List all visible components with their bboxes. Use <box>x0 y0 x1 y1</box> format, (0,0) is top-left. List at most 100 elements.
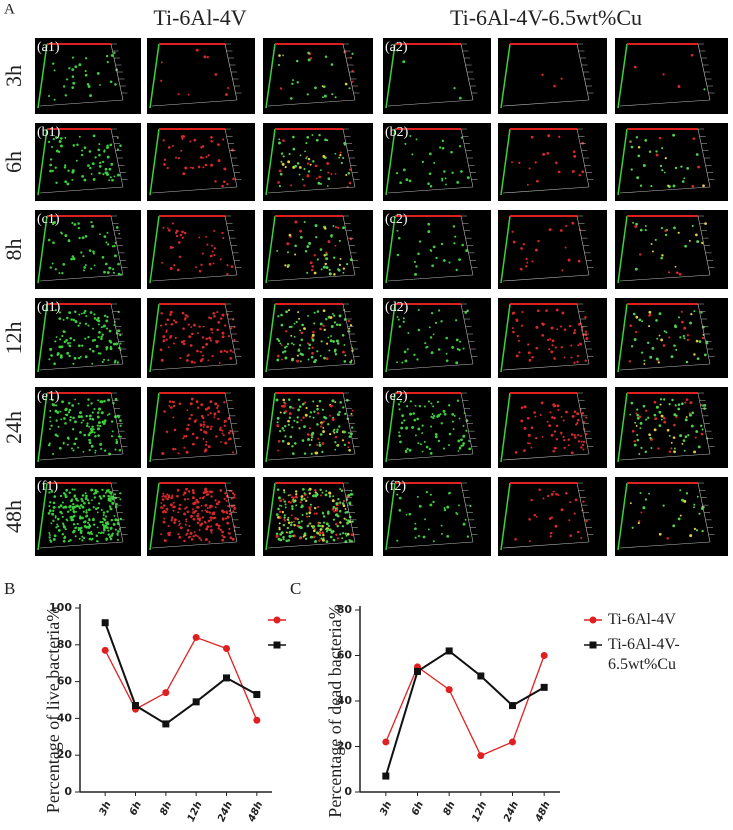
bacteria-dot <box>428 172 432 175</box>
bacteria-dot <box>65 488 69 492</box>
microscopy-image <box>147 210 255 289</box>
bacteria-dot <box>117 262 120 266</box>
bacteria-dot <box>107 497 111 501</box>
bacteria-dot <box>320 268 323 271</box>
bacteria-dot <box>514 538 517 541</box>
bacteria-dot <box>160 358 164 362</box>
bacteria-dot <box>81 149 84 152</box>
bacteria-dot <box>280 152 284 155</box>
bacteria-dot <box>289 97 293 100</box>
bacteria-dot <box>339 401 342 404</box>
bacteria-dot <box>117 310 120 314</box>
bacteria-dot <box>542 497 545 500</box>
bacteria-dot <box>683 449 686 452</box>
bacteria-dot <box>284 435 287 438</box>
bacteria-dot <box>318 539 321 542</box>
bacteria-dot <box>658 312 662 316</box>
bacteria-dot <box>334 435 338 439</box>
bacteria-dot <box>309 163 312 166</box>
axis-bottom <box>267 186 356 194</box>
bacteria-dot <box>297 398 301 401</box>
bacteria-dot <box>695 430 699 433</box>
bacteria-dot <box>457 450 460 452</box>
bacteria-dot <box>284 503 287 506</box>
bacteria-dot <box>77 499 79 502</box>
data-point <box>253 690 261 698</box>
bacteria-dot <box>78 313 81 316</box>
bacteria-dot <box>53 221 57 224</box>
bacteria-dot <box>96 511 99 514</box>
bacteria-dot <box>74 526 77 530</box>
bacteria-dot <box>405 426 408 430</box>
bacteria-dot <box>113 514 116 517</box>
bacteria-dot <box>314 495 318 498</box>
bacteria-dot <box>662 504 665 507</box>
bacteria-dot <box>404 449 408 453</box>
bacteria-dot <box>332 495 335 498</box>
bacteria-dot <box>290 535 293 538</box>
axis-z <box>37 215 48 284</box>
bacteria-dot <box>88 249 92 252</box>
bacteria-dot <box>90 444 94 448</box>
bacteria-dot <box>294 490 298 493</box>
bacteria-dot <box>227 505 230 508</box>
bacteria-dot <box>95 540 98 543</box>
bacteria-dot <box>84 520 87 523</box>
axis-bottom <box>39 363 124 371</box>
bacteria-dot <box>416 417 420 421</box>
bacteria-dot <box>210 136 213 139</box>
bacteria-dot <box>688 239 691 242</box>
bacteria-dot <box>422 535 426 539</box>
bacteria-dot <box>308 507 311 510</box>
bacteria-dot <box>520 247 523 250</box>
microscopy-image <box>498 210 607 289</box>
axis-bottom <box>151 363 238 371</box>
bacteria-dot <box>309 411 313 414</box>
bacteria-dot <box>320 494 323 497</box>
bacteria-dot <box>92 523 96 526</box>
bacteria-dot <box>287 398 291 401</box>
bacteria-dot <box>283 500 287 503</box>
data-point <box>101 619 109 627</box>
bacteria-dot <box>417 308 420 312</box>
bacteria-dot <box>342 156 345 160</box>
bacteria-dot <box>296 354 299 357</box>
bacteria-dot <box>188 524 191 528</box>
bacteria-dot <box>338 323 342 327</box>
data-point <box>540 683 548 691</box>
bacteria-dot <box>442 409 446 413</box>
bacteria-dot <box>161 452 165 456</box>
bacteria-dot <box>534 415 537 418</box>
bacteria-dot <box>90 488 94 492</box>
bacteria-dot <box>64 164 67 167</box>
bacteria-dot <box>307 358 310 361</box>
image-background <box>498 477 607 556</box>
bacteria-dot <box>99 442 103 446</box>
bacteria-dot <box>347 446 350 449</box>
bacteria-dot <box>179 233 183 237</box>
bacteria-dot <box>279 532 283 536</box>
bacteria-dot <box>442 447 446 450</box>
bacteria-dot <box>525 257 528 261</box>
bacteria-dot <box>193 138 197 142</box>
axis-z <box>149 303 160 373</box>
bacteria-dot <box>94 156 97 159</box>
bacteria-dot <box>696 357 700 361</box>
bacteria-dot <box>321 408 324 411</box>
bacteria-dot <box>117 272 121 276</box>
axis-bottom <box>619 453 711 461</box>
bacteria-dot <box>190 516 193 519</box>
bacteria-dot <box>396 493 399 496</box>
bacteria-dot <box>555 492 558 496</box>
microscopy-image <box>615 210 728 289</box>
bacteria-dot <box>312 330 315 334</box>
bacteria-dot <box>187 323 190 326</box>
bacteria-dot <box>292 135 295 139</box>
bacteria-dot <box>108 167 112 171</box>
bacteria-dot <box>315 512 318 515</box>
bacteria-dot <box>342 406 345 409</box>
bacteria-dot <box>395 171 399 175</box>
bacteria-dot <box>212 262 215 265</box>
bacteria-dot <box>108 329 112 333</box>
bacteria-dot <box>527 441 530 445</box>
